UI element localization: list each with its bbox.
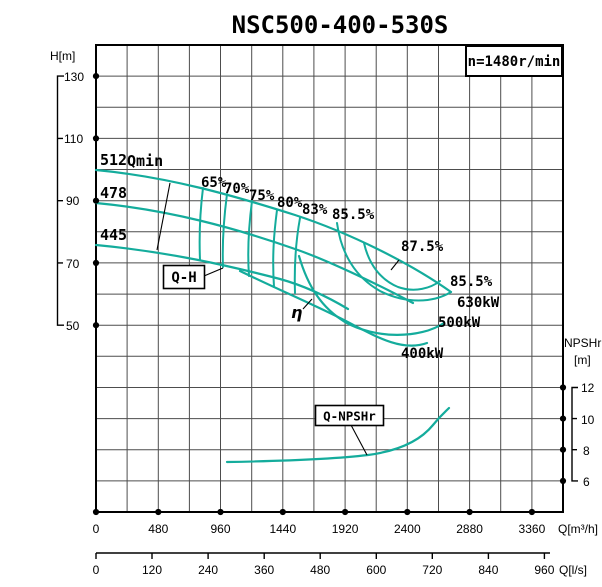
- npshr-tick-10: 10: [581, 413, 595, 427]
- efficiency-label-85-5-right: 85.5%: [450, 274, 493, 290]
- speed-label: n=1480r/min: [468, 54, 561, 70]
- q-tick-1920: 1920: [332, 522, 359, 536]
- qh-label-box: [162, 264, 206, 290]
- efficiency-contour-85-5: [336, 222, 452, 302]
- qls-tick-240: 240: [198, 563, 218, 577]
- h-tick-90: 90: [66, 194, 80, 208]
- qmin-leader-line: [156, 182, 171, 251]
- h-tick-70: 70: [66, 257, 80, 271]
- qh-leader-line: [203, 267, 224, 277]
- h-axis-label: H[m]: [50, 49, 75, 63]
- qnpshr-label-box: [314, 404, 385, 427]
- efficiency-label-87-5: 87.5%: [401, 239, 444, 255]
- q-tick-480: 480: [148, 522, 168, 536]
- plot-frame: [95, 44, 564, 513]
- h-tick-50: 50: [66, 319, 80, 333]
- efficiency-contour-80: [272, 209, 278, 288]
- impeller-label-478: 478: [100, 184, 127, 202]
- qh-curve-478: [94, 201, 415, 305]
- npshr-axis-label: NPSHr: [564, 336, 601, 350]
- q-ls-axis: 0 120 240 360 480 600 720 840 960 Q[l/s]: [93, 552, 587, 577]
- qls-tick-960: 960: [534, 563, 554, 577]
- npshr-axis-bracket: [571, 386, 578, 482]
- npshr-tick-8: 8: [583, 444, 590, 458]
- h-axis-bracket: [56, 75, 64, 326]
- q-tick-2880: 2880: [456, 522, 483, 536]
- qls-tick-360: 360: [254, 563, 274, 577]
- qnpshr-label: Q-NPSHr: [323, 409, 376, 424]
- qh-curve-445: [94, 243, 350, 311]
- power-label-630kW: 630kW: [457, 295, 500, 311]
- q-tick-960: 960: [210, 522, 230, 536]
- qls-tick-480: 480: [310, 563, 330, 577]
- axis-dots: [92, 73, 567, 516]
- efficiency-contour-65: [198, 187, 204, 261]
- power-curve-500kW: [297, 254, 446, 336]
- qls-tick-840: 840: [478, 563, 498, 577]
- q-ls-unit-label: Q[l/s]: [559, 563, 587, 577]
- efficiency-label-70: 70%: [224, 181, 250, 197]
- power-curve-400kW: [238, 269, 429, 347]
- efficiency-contour-83: [293, 217, 301, 294]
- qnpshr-leader-line: [350, 424, 368, 456]
- q-tick-2400: 2400: [394, 522, 421, 536]
- npshr-tick-6: 6: [583, 475, 590, 489]
- impeller-label-512: 512: [100, 151, 127, 169]
- efficiency-label-75: 75%: [249, 188, 275, 204]
- q-tick-1440: 1440: [269, 522, 296, 536]
- power-label-400kW: 400kW: [401, 346, 444, 362]
- q-m3h-axis: 0 480 960 1440 1920 2400 2880 3360 Q[m³/…: [93, 522, 598, 536]
- speed-box: [465, 45, 563, 77]
- npshr-curve: [225, 406, 451, 464]
- h-tick-110: 110: [64, 132, 83, 146]
- efficiency-contour-75: [247, 200, 253, 277]
- eta-label: η: [291, 303, 302, 322]
- efficiency-label-65: 65%: [201, 175, 227, 191]
- power-label-500kW: 500kW: [438, 315, 481, 331]
- h-tick-130: 130: [64, 70, 84, 84]
- npshr-tick-12: 12: [581, 381, 595, 395]
- efficiency-label-85-5-top: 85.5%: [332, 207, 375, 223]
- qls-tick-120: 120: [142, 563, 162, 577]
- q-tick-3360: 3360: [519, 522, 546, 536]
- impeller-label-445: 445: [100, 226, 127, 244]
- efficiency-contour-70: [221, 193, 228, 268]
- eta-leader-line: [302, 298, 313, 310]
- qh-curve-512: [94, 168, 453, 294]
- efficiency-label-83: 83%: [302, 202, 328, 218]
- chart-title: NSC500-400-530S: [232, 11, 449, 39]
- efficiency-label-80: 80%: [277, 195, 303, 211]
- qls-tick-0: 0: [93, 563, 100, 577]
- q-tick-0: 0: [93, 522, 100, 536]
- q-m3h-unit-label: Q[m³/h]: [558, 522, 598, 536]
- efficiency-contour-87-5: [363, 242, 441, 291]
- qls-tick-600: 600: [366, 563, 386, 577]
- qmin-label: Qmin: [127, 152, 163, 170]
- qh-label: Q-H: [171, 270, 196, 286]
- qls-tick-720: 720: [422, 563, 442, 577]
- contour-87-5-leader-line: [390, 259, 400, 271]
- npshr-axis-unit: [m]: [574, 353, 591, 367]
